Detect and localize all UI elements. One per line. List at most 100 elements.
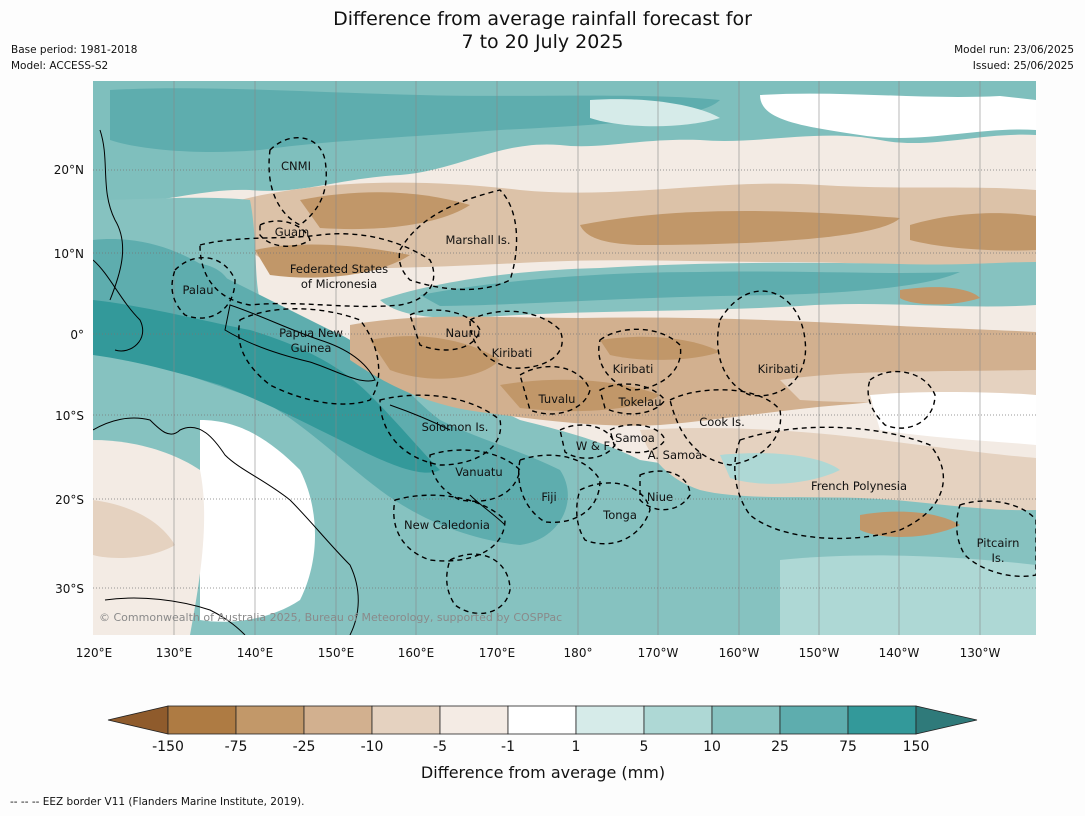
lat-tick-label: 20°S xyxy=(55,493,84,507)
colorbar-extend-high xyxy=(915,705,978,735)
colorbar-title: Difference from average (mm) xyxy=(421,763,665,782)
lon-tick-label: 120°E xyxy=(76,646,113,660)
eez-nauru xyxy=(409,309,481,351)
colorbar-tick-label: -5 xyxy=(433,739,447,755)
lon-tick-label: 180° xyxy=(564,646,593,660)
eez-pitcairn xyxy=(956,500,1036,577)
eez-kiribati-w xyxy=(469,310,563,369)
issued-text: Issued: 25/06/2025 xyxy=(972,60,1074,72)
colorbar-tick-label: -1 xyxy=(501,739,515,755)
brown-core-north-4 xyxy=(255,244,410,278)
eez-png xyxy=(238,308,380,405)
colorbar-swatch xyxy=(371,705,441,735)
graticule xyxy=(173,81,981,635)
lon-tick-label: 140°E xyxy=(237,646,274,660)
eez-palau xyxy=(171,256,236,319)
label-kiribati-west: Kiribati xyxy=(492,346,533,360)
brown-south-west-core xyxy=(93,500,175,558)
eez-cnmi xyxy=(268,136,327,226)
coast-philippines xyxy=(99,129,124,301)
label-kiribati-east: Kiribati xyxy=(758,362,799,376)
lon-tick-label: 140°W xyxy=(879,646,920,660)
eez-fsm xyxy=(199,233,435,308)
colorbar-tick-label: 75 xyxy=(839,739,857,755)
label-fsm-line2: of Micronesia xyxy=(301,277,377,291)
coast-borneo-sulawesi xyxy=(93,259,143,352)
eez-tokelau xyxy=(599,383,666,415)
eez-kiribati-e xyxy=(716,290,807,397)
label-cook: Cook Is. xyxy=(699,415,744,429)
eez-south-1 xyxy=(446,553,511,615)
white-south-east xyxy=(870,391,1036,445)
colorbar-swatch xyxy=(303,705,373,735)
coast-new-zealand xyxy=(104,597,246,635)
colorbar-tick-label: 10 xyxy=(703,739,721,755)
brown-core-equator-3 xyxy=(600,336,720,360)
colorbar-swatch xyxy=(439,705,509,735)
eez-kiribati-c xyxy=(598,328,682,391)
coast-new-caledonia xyxy=(469,494,506,526)
label-wf: W & F xyxy=(576,439,610,453)
label-kiribati-central: Kiribati xyxy=(613,362,654,376)
coastlines xyxy=(93,129,506,635)
eez-newcal xyxy=(393,494,506,562)
eez-footnote: -- -- -- EEZ border V11 (Flanders Marine… xyxy=(10,796,305,808)
lon-tick-label: 160°E xyxy=(398,646,435,660)
colorbar-tick-label: 5 xyxy=(640,739,649,755)
white-north-patch xyxy=(760,93,1036,138)
eez-solomon xyxy=(379,394,502,466)
label-pitcairn-line1: Pitcairn xyxy=(977,536,1020,550)
colorbar-tick-label: -75 xyxy=(225,739,248,755)
label-tokelau: Tokelau xyxy=(618,395,662,409)
lat-tick-label: 0° xyxy=(70,328,84,342)
colorbar-tick-label: -25 xyxy=(293,739,316,755)
colorbar: -150 -75 -25 -10 -5 -1 1 5 10 25 75 150 xyxy=(107,705,978,755)
label-palau: Palau xyxy=(183,283,214,297)
label-tonga: Tonga xyxy=(602,508,637,522)
label-tuvalu: Tuvalu xyxy=(538,392,576,406)
copyright-text: © Commonwealth of Australia 2025, Bureau… xyxy=(99,611,562,624)
label-nauru: Nauru xyxy=(446,326,481,340)
label-niue: Niue xyxy=(647,490,673,504)
eez-frpoly xyxy=(734,426,945,540)
teal-north-core xyxy=(110,88,720,152)
latitude-labels: 20°N 10°N 0° 10°S 20°S 30°S xyxy=(54,163,84,596)
brown-core-equator-2 xyxy=(500,379,660,412)
label-png-line1: Papua New xyxy=(279,326,343,340)
colorbar-tick-label: 25 xyxy=(771,739,789,755)
colorbar-swatch xyxy=(779,705,849,735)
eez-frpoly-e xyxy=(867,370,936,429)
colorbar-tick-label: -10 xyxy=(361,739,384,755)
lon-tick-label: 130°W xyxy=(960,646,1001,660)
base-period-text: Base period: 1981-2018 xyxy=(11,44,138,56)
lat-tick-label: 20°N xyxy=(54,163,84,177)
label-fiji: Fiji xyxy=(541,490,556,504)
lightteal-south-east xyxy=(720,453,840,484)
eez-samoa xyxy=(609,424,666,454)
colorbar-tick-label: -150 xyxy=(152,739,184,755)
teal-palau-core xyxy=(170,262,230,305)
label-pitcairn-line2: Is. xyxy=(991,551,1004,565)
eez-guam xyxy=(259,220,311,247)
map-field: CNMI Guam Marshall Is. Federated States … xyxy=(93,81,1036,635)
colorbar-swatch xyxy=(235,705,305,735)
label-american-samoa: A. Samoa xyxy=(648,448,703,462)
brown-core-equator-1 xyxy=(370,336,500,379)
label-marshall: Marshall Is. xyxy=(445,233,510,247)
colorbar-extend-low xyxy=(107,705,169,735)
lightteal-north-patch xyxy=(590,99,720,127)
colorbar-swatch xyxy=(575,705,645,735)
eez-borders xyxy=(171,136,1036,615)
eez-wf xyxy=(559,424,616,459)
place-labels: CNMI Guam Marshall Is. Federated States … xyxy=(183,159,1020,565)
lat-tick-label: 10°S xyxy=(55,409,84,423)
lat-tick-label: 10°N xyxy=(54,247,84,261)
eez-fiji xyxy=(518,454,601,524)
teal-core-eq-north xyxy=(420,271,960,306)
label-samoa: Samoa xyxy=(615,431,655,445)
label-solomon: Solomon Is. xyxy=(422,420,489,434)
lon-tick-label: 160°W xyxy=(719,646,760,660)
label-french-polynesia: French Polynesia xyxy=(811,479,907,493)
lon-tick-label: 170°E xyxy=(479,646,516,660)
